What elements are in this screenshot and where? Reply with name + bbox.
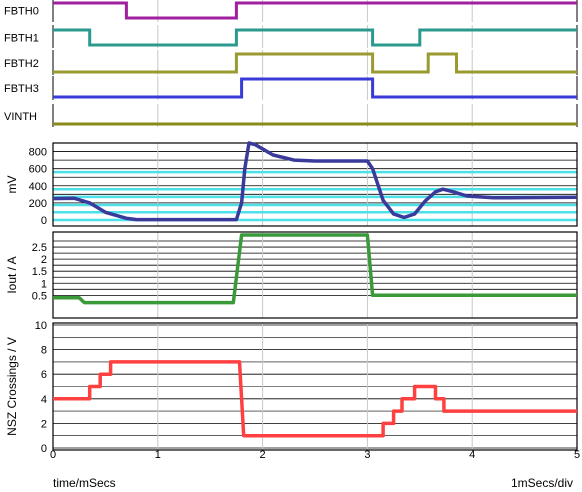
series-line-mv	[52, 141, 578, 222]
y-tick-label: 4	[41, 394, 47, 406]
digital-trace-fbth0	[53, 1, 577, 20]
x-tick-label: 5	[574, 449, 580, 461]
y-axis-label-nsz: NSZ Crossings / V	[5, 337, 19, 436]
trace-label-fbth2: FBTH2	[4, 58, 39, 70]
y-tick-label: 0	[41, 443, 47, 455]
y-tick-label: 6	[41, 369, 47, 381]
panel-frame	[52, 231, 578, 319]
y-tick-label: 1.5	[32, 266, 47, 278]
y-tick-label: 2.5	[32, 242, 47, 254]
trace-label-fbth3: FBTH3	[4, 83, 39, 95]
y-tick-label: 0	[41, 215, 47, 227]
digital-trace-fbth1	[53, 28, 577, 47]
x-tick-label: 3	[364, 449, 370, 461]
y-tick-label: 0.5	[32, 290, 47, 302]
panel-frame	[52, 142, 578, 227]
x-tick-label: 1	[155, 449, 161, 461]
series-line-iout	[53, 233, 577, 305]
y-tick-label: 400	[29, 181, 47, 193]
y-tick-label: 10	[35, 320, 47, 332]
time-axis-label: time/mSecs	[53, 476, 116, 490]
y-tick-label: 2	[41, 418, 47, 430]
digital-trace-fbth2	[53, 52, 577, 74]
trace-label-fbth0: FBTH0	[4, 6, 39, 18]
x-tick-label: 4	[469, 449, 475, 461]
trace-label-fbth1: FBTH1	[4, 33, 39, 45]
trace-label-vinth: VINTH	[4, 111, 37, 123]
y-axis-label-iout: Iout / A	[5, 256, 19, 293]
y-tick-label: 1	[41, 278, 47, 290]
y-tick-label: 200	[29, 198, 47, 210]
y-tick-label: 800	[29, 147, 47, 159]
y-axis-label-mv: mV	[5, 176, 19, 194]
x-tick-label: 0	[50, 449, 56, 461]
y-tick-label: 600	[29, 164, 47, 176]
x-tick-label: 2	[260, 449, 266, 461]
y-tick-label: 2	[41, 254, 47, 266]
digital-trace-fbth3	[53, 77, 577, 99]
y-tick-label: 8	[41, 345, 47, 357]
series-line-nsz	[53, 360, 577, 438]
time-scale-label: 1mSecs/div	[511, 476, 574, 490]
panel-frame	[52, 322, 578, 451]
